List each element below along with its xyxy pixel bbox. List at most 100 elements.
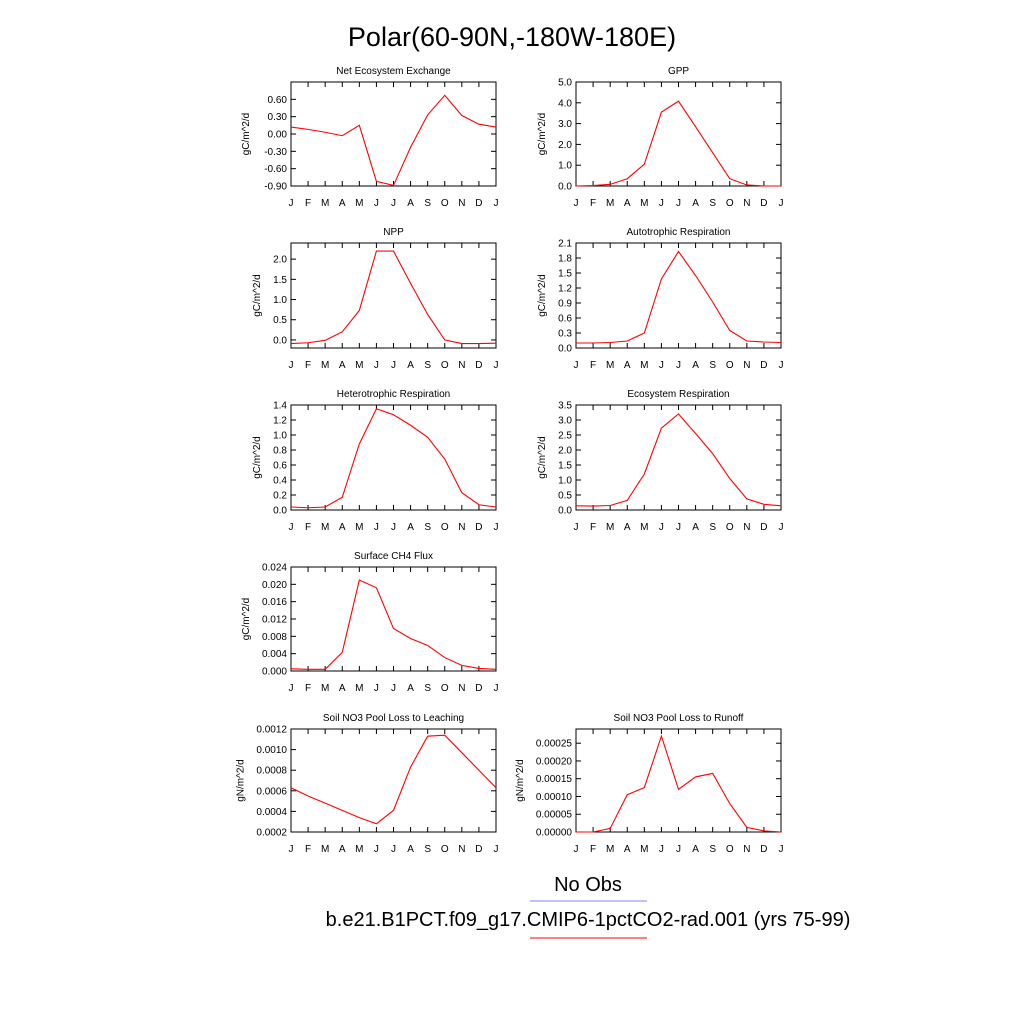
x-tick-label: F (590, 844, 596, 855)
x-tick-label: S (709, 360, 716, 371)
series-line (575, 413, 782, 507)
series-line (290, 579, 497, 670)
y-tick-label: 1.0 (273, 295, 287, 306)
y-tick-label: 0.3 (558, 329, 572, 340)
x-tick-label: J (374, 360, 379, 371)
x-tick-label: D (760, 360, 767, 371)
x-tick-label: J (659, 522, 664, 533)
y-tick-label: 0.0 (273, 506, 287, 517)
x-tick-label: M (355, 198, 363, 209)
y-tick-label: 0.6 (558, 314, 572, 325)
x-tick-label: F (590, 522, 596, 533)
y-tick-label: 0.00005 (536, 810, 573, 821)
panel-title: Soil NO3 Pool Loss to Runoff (614, 713, 744, 724)
y-tick-label: 1.0 (558, 161, 572, 172)
x-tick-label: A (624, 522, 631, 533)
y-tick-label: 0.60 (268, 95, 288, 106)
x-tick-label: M (606, 522, 614, 533)
x-tick-label: J (374, 683, 379, 694)
x-tick-label: M (321, 522, 329, 533)
x-tick-label: N (458, 683, 465, 694)
legend-obs-label: No Obs (554, 874, 622, 896)
x-tick-label: A (692, 522, 699, 533)
x-tick-label: F (305, 844, 311, 855)
legend-model-label: b.e21.B1PCT.f09_g17.CMIP6-1pctCO2-rad.00… (326, 909, 851, 931)
y-tick-label: 1.0 (273, 431, 287, 442)
plot-frame (575, 404, 782, 511)
x-tick-label: J (659, 360, 664, 371)
y-axis-label: gC/m^2/d (537, 274, 548, 317)
x-tick-label: N (458, 198, 465, 209)
y-tick-label: 2.5 (558, 431, 572, 442)
y-axis-label: gC/m^2/d (537, 113, 548, 156)
x-tick-label: J (391, 360, 396, 371)
y-axis-label: gC/m^2/d (241, 598, 252, 641)
panel-title: Net Ecosystem Exchange (336, 66, 451, 77)
x-tick-label: S (709, 198, 716, 209)
x-tick-label: M (355, 844, 363, 855)
y-tick-label: 0.9 (558, 299, 572, 310)
x-tick-label: J (374, 522, 379, 533)
y-tick-label: 0.0 (558, 506, 572, 517)
x-tick-label: J (574, 198, 579, 209)
y-tick-label: 1.5 (558, 269, 572, 280)
y-tick-label: 2.1 (558, 239, 572, 250)
x-tick-label: J (574, 360, 579, 371)
y-axis-label: gN/m^2/d (515, 759, 526, 802)
y-tick-label: 3.5 (558, 401, 572, 412)
series-line (290, 734, 497, 825)
x-tick-label: S (424, 844, 431, 855)
x-tick-label: M (355, 683, 363, 694)
x-tick-label: J (494, 198, 499, 209)
x-tick-label: J (779, 844, 784, 855)
x-tick-label: S (424, 198, 431, 209)
x-tick-label: A (339, 360, 346, 371)
x-tick-label: D (475, 683, 482, 694)
x-tick-label: J (574, 844, 579, 855)
x-tick-label: J (374, 198, 379, 209)
x-tick-label: A (407, 522, 414, 533)
x-tick-label: D (475, 844, 482, 855)
x-tick-label: A (624, 844, 631, 855)
x-tick-label: O (441, 683, 449, 694)
x-tick-label: D (475, 198, 482, 209)
y-axis-label: gC/m^2/d (252, 274, 263, 317)
x-tick-label: J (676, 522, 681, 533)
x-tick-label: J (574, 522, 579, 533)
y-tick-label: 1.5 (558, 461, 572, 472)
x-tick-label: N (458, 844, 465, 855)
y-axis-label: gC/m^2/d (241, 113, 252, 156)
x-tick-label: N (743, 360, 750, 371)
series-line (576, 250, 782, 344)
x-tick-label: M (321, 844, 329, 855)
x-tick-label: J (391, 522, 396, 533)
y-tick-label: 0.024 (262, 563, 287, 574)
x-tick-label: N (743, 198, 750, 209)
y-tick-label: 0.8 (273, 446, 287, 457)
y-tick-label: 0.6 (273, 461, 287, 472)
y-tick-label: 0.008 (262, 632, 287, 643)
x-tick-label: A (692, 360, 699, 371)
x-tick-label: J (391, 683, 396, 694)
y-tick-label: 3.0 (558, 416, 572, 427)
x-tick-label: J (659, 844, 664, 855)
x-tick-label: O (726, 198, 734, 209)
panel-title: Surface CH4 Flux (354, 551, 433, 562)
x-tick-label: J (494, 683, 499, 694)
x-tick-label: M (355, 360, 363, 371)
y-tick-label: 1.5 (273, 275, 287, 286)
panel-title: Soil NO3 Pool Loss to Leaching (323, 713, 464, 724)
x-tick-label: O (441, 360, 449, 371)
x-tick-label: M (606, 360, 614, 371)
x-tick-label: A (339, 198, 346, 209)
x-tick-label: A (407, 844, 414, 855)
y-tick-label: 1.0 (558, 476, 572, 487)
y-tick-label: 0.2 (273, 491, 287, 502)
y-tick-label: -0.60 (264, 164, 287, 175)
y-tick-label: 0.0008 (256, 766, 287, 777)
x-tick-label: A (407, 683, 414, 694)
